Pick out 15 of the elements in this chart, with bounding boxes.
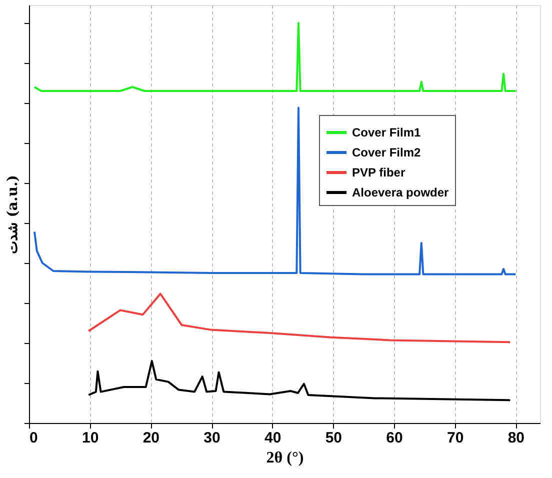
legend-label: Aloevera powder (352, 186, 450, 200)
x-tick-label: 50 (325, 430, 342, 446)
x-tick-label: 0 (30, 430, 38, 446)
x-tick-label: 30 (204, 430, 220, 446)
x-tick-label: 80 (508, 430, 525, 446)
legend-label: Cover Film1 (352, 126, 422, 140)
x-tick-label: 10 (82, 430, 99, 446)
legend-label: Cover Film2 (352, 146, 422, 160)
x-tick-label: 70 (446, 430, 464, 446)
x-tick-label: 40 (264, 430, 282, 446)
legend-label: PVP fiber (352, 166, 406, 180)
y-axis-title: شدت (a.u.) (5, 174, 21, 254)
x-tick-label: 60 (386, 430, 403, 446)
x-axis-title: 2θ (°) (266, 450, 304, 466)
x-tick-label: 20 (142, 430, 160, 446)
